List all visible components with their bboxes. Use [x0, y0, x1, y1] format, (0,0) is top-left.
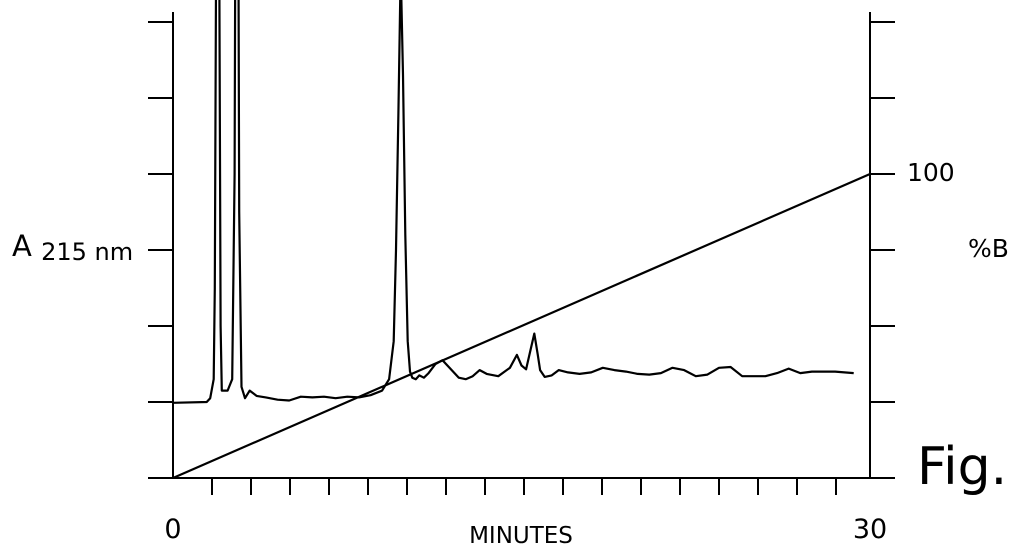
percent-b-gradient-line — [172, 172, 871, 480]
absorbance-trace-line — [172, 0, 854, 404]
left-y-axis-label-main: A — [12, 229, 32, 263]
x-axis-label: MINUTES — [469, 523, 573, 548]
right-tick-label-100: 100 — [907, 158, 955, 187]
left-y-axis-label: A 215 nm — [12, 229, 133, 266]
right-y-axis-label: %B — [968, 234, 1009, 263]
x-minor-ticks — [211, 478, 837, 495]
left-y-axis-label-sub: 215 nm — [41, 238, 133, 266]
figure-label: Fig. — [917, 437, 1007, 497]
left-y-ticks — [148, 21, 173, 479]
x-tick-label-start: 0 — [164, 514, 181, 545]
x-tick-label-end: 30 — [853, 514, 887, 545]
right-y-ticks — [870, 21, 895, 479]
